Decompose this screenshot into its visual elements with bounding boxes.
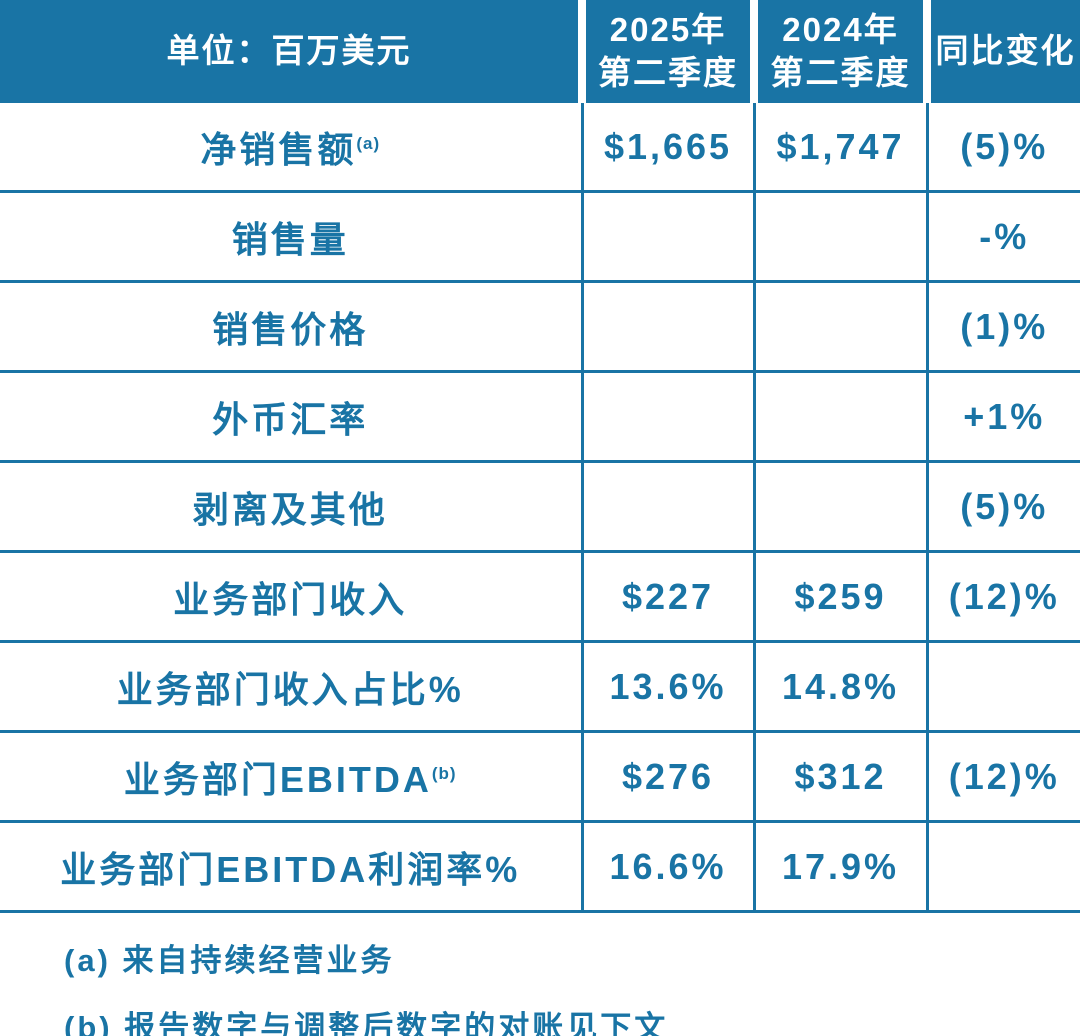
row-label: 业务部门收入占比%	[116, 668, 464, 710]
change-cell: (12)%	[925, 730, 1080, 822]
row-label: 剥离及其他	[192, 488, 388, 530]
header-yoy-change-text: 同比变化	[935, 32, 1076, 70]
header-yoy-change: 同比变化	[923, 0, 1080, 103]
value-2024-cell: 17.9%	[752, 820, 927, 913]
value-2024-cell: $1,747	[752, 103, 927, 192]
header-row: 单位：百万美元 2025年 第二季度 2024年 第二季度 同比变化	[0, 0, 1080, 103]
row-label-cell: 剥离及其他	[0, 460, 582, 552]
header-q2-2024-year: 2024年	[782, 11, 899, 49]
value-2024-cell: $312	[752, 730, 927, 822]
row-label-cell: 外币汇率	[0, 370, 582, 462]
change-cell: (5)%	[925, 460, 1080, 552]
row-label-cell: 销售价格	[0, 280, 582, 372]
row-label-cell: 销售量	[0, 190, 582, 282]
change-cell: -%	[925, 190, 1080, 282]
table-row-net-sales: 净销售额(a) $1,665 $1,747 (5)%	[0, 103, 1080, 192]
value-2025-cell: $227	[580, 550, 754, 642]
table-row-volume: 销售量 -%	[0, 190, 1080, 282]
row-label-cell: 净销售额(a)	[0, 103, 582, 192]
value-2025-cell: 13.6%	[580, 640, 754, 732]
row-label: 外币汇率	[212, 398, 369, 440]
header-q2-2024: 2024年 第二季度	[750, 0, 927, 103]
table-row-segment-earnings: 业务部门收入 $227 $259 (12)%	[0, 550, 1080, 642]
footnote-b: (b) 报告数字与调整后数字的对账见下文	[64, 1010, 669, 1036]
table-row-segment-ebitda: 业务部门EBITDA(b) $276 $312 (12)%	[0, 730, 1080, 822]
row-label-cell: 业务部门收入	[0, 550, 582, 642]
table-header: 单位：百万美元 2025年 第二季度 2024年 第二季度 同比变化	[0, 0, 1080, 103]
change-cell: +1%	[925, 370, 1080, 462]
row-label: 业务部门收入	[173, 578, 408, 620]
change-cell: (12)%	[925, 550, 1080, 642]
header-q2-2024-quarter: 第二季度	[770, 53, 911, 91]
value-2024-cell	[752, 370, 927, 462]
row-label: 业务部门EBITDA	[123, 758, 432, 800]
footnotes: (a) 来自持续经营业务 (b) 报告数字与调整后数字的对账见下文	[0, 913, 1080, 1036]
row-label-cell: 业务部门EBITDA(b)	[0, 730, 582, 822]
table-row-divestiture-other: 剥离及其他 (5)%	[0, 460, 1080, 552]
change-cell	[925, 820, 1080, 913]
header-unit-label: 单位：百万美元	[0, 0, 582, 103]
footnote-marker-a: (a)	[356, 133, 381, 153]
financial-summary-table: 单位：百万美元 2025年 第二季度 2024年 第二季度 同比变化 净销售额(…	[0, 0, 1080, 913]
value-2024-cell: $259	[752, 550, 927, 642]
value-2025-cell: $1,665	[580, 103, 754, 192]
unit-label-text: 单位：百万美元	[166, 32, 412, 70]
table-row-segment-earnings-pct: 业务部门收入占比% 13.6% 14.8%	[0, 640, 1080, 732]
footnote-a: (a) 来自持续经营业务	[64, 943, 395, 978]
change-cell: (1)%	[925, 280, 1080, 372]
change-cell	[925, 640, 1080, 732]
value-2025-cell	[580, 280, 754, 372]
value-2025-cell	[580, 460, 754, 552]
value-2024-cell	[752, 280, 927, 372]
row-label: 销售量	[231, 218, 349, 260]
table-row-price: 销售价格 (1)%	[0, 280, 1080, 372]
header-q2-2025-quarter: 第二季度	[598, 53, 738, 91]
value-2024-cell	[752, 460, 927, 552]
table-body: 净销售额(a) $1,665 $1,747 (5)% 销售量 -% 销售价格 (…	[0, 103, 1080, 913]
row-label-cell: 业务部门收入占比%	[0, 640, 582, 732]
row-label: 业务部门EBITDA利润率%	[60, 848, 521, 890]
value-2024-cell	[752, 190, 927, 282]
value-2025-cell	[580, 370, 754, 462]
value-2025-cell: $276	[580, 730, 754, 822]
row-label: 净销售额	[200, 128, 357, 170]
row-label: 销售价格	[212, 308, 369, 350]
change-cell: (5)%	[925, 103, 1080, 192]
header-q2-2025-year: 2025年	[609, 11, 727, 49]
value-2024-cell: 14.8%	[752, 640, 927, 732]
value-2025-cell: 16.6%	[580, 820, 754, 913]
row-label-cell: 业务部门EBITDA利润率%	[0, 820, 582, 913]
header-q2-2025: 2025年 第二季度	[578, 0, 754, 103]
table-row-currency: 外币汇率 +1%	[0, 370, 1080, 462]
value-2025-cell	[580, 190, 754, 282]
footnote-marker-b: (b)	[431, 763, 457, 783]
table-row-segment-ebitda-margin: 业务部门EBITDA利润率% 16.6% 17.9%	[0, 820, 1080, 913]
